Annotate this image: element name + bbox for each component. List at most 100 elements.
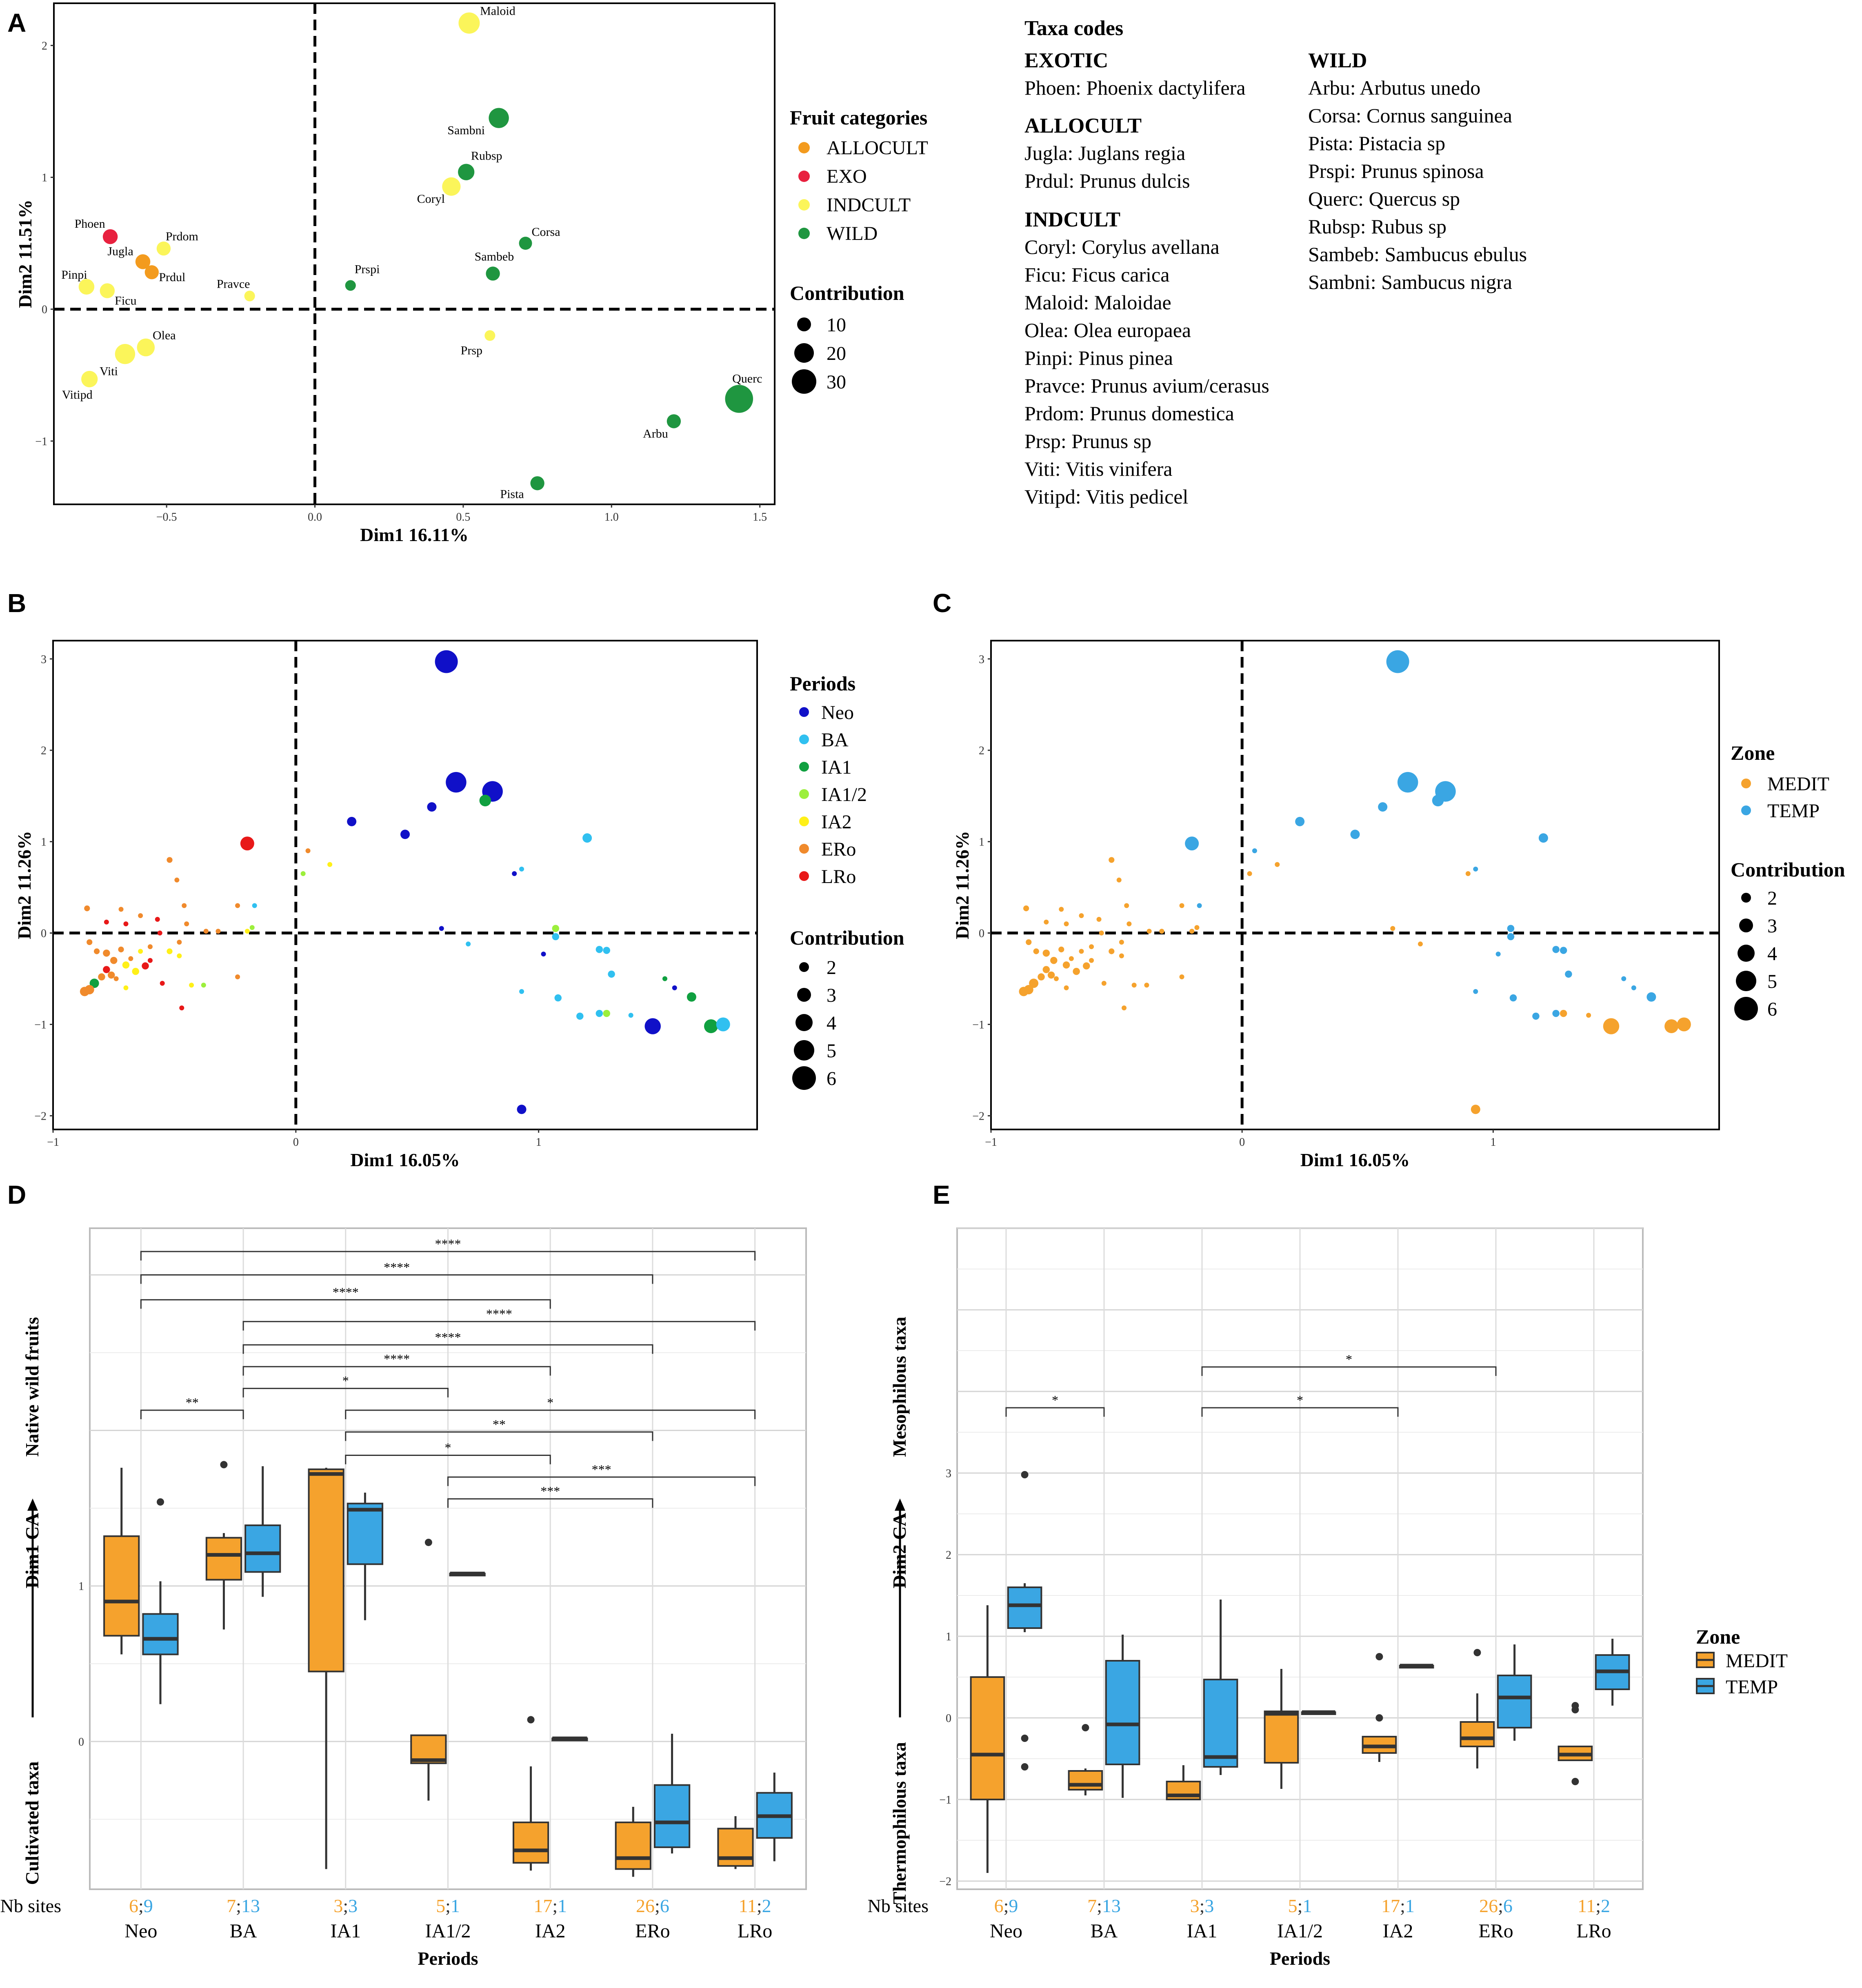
panel-e-box-temp [1007, 1586, 1042, 1629]
panel-c-point [1119, 939, 1124, 945]
taxa-wild-item: Querc: Quercus sp [1308, 187, 1460, 210]
label-querc: Querc [732, 372, 762, 385]
panel-c-x-tick-label: 1 [1490, 1136, 1496, 1149]
taxa-allocult-head: ALLOCULT [1024, 114, 1142, 138]
panel-d-nb-sites-label: Nb sites [0, 1895, 62, 1916]
panel-c-point [1042, 966, 1050, 973]
panel-a-x-tick-label: 0.5 [456, 511, 470, 524]
point-pravce [244, 291, 255, 302]
taxa-indcult-item: Maloid: Maloidae [1024, 291, 1171, 314]
panel-a-y-tick-label: 1 [42, 172, 47, 184]
legend-a-indcult-marker [798, 199, 810, 211]
taxa-wild-item: Rubsp: Rubus sp [1308, 215, 1446, 238]
legend-a-size-marker-10 [797, 317, 811, 331]
panel-e-y-tick-label: −2 [939, 1875, 951, 1888]
panel-b-point [87, 939, 93, 945]
point-pinpi [78, 279, 95, 295]
panel-c-legend: Zone MEDIT TEMP Contribution 2 3 4 5 6 [1731, 741, 1845, 1021]
panel-b-point [517, 1105, 527, 1114]
taxa-wild-head: WILD [1308, 49, 1367, 72]
panel-b-point [541, 952, 546, 957]
panel-b-point [327, 862, 333, 867]
panel-e-outlier [1021, 1763, 1029, 1771]
panel-b-point [201, 983, 206, 988]
panel-c-point [1096, 916, 1102, 922]
panel-e-y-tick-label: 1 [946, 1631, 951, 1643]
panel-b-point [582, 833, 592, 843]
panel-c-point [1122, 1005, 1127, 1011]
point-rubsp [458, 164, 475, 180]
panel-b-point [435, 650, 458, 673]
panel-d-sig-label: * [342, 1373, 349, 1388]
legend-b-lro: LRo [821, 866, 856, 888]
panel-e-sig-bracket [1005, 1407, 1105, 1417]
panel-e-site-count: 11;2 [1578, 1895, 1610, 1916]
panel-c-point [1677, 1017, 1691, 1032]
panel-e-category-label: Neo [990, 1920, 1022, 1942]
point-coryl [442, 177, 461, 196]
panel-d-category-label: BA [230, 1920, 257, 1942]
panel-d-box-medit [205, 1537, 242, 1581]
label-coryl: Coryl [417, 192, 445, 206]
panel-d-site-count: 5;1 [436, 1895, 460, 1916]
panel-c-point [1432, 794, 1444, 807]
panel-d-sig-label: * [547, 1395, 553, 1410]
panel-b-x-tick-label: 1 [536, 1136, 542, 1149]
panel-b-y-tick-label: 0 [41, 927, 47, 940]
panel-b-y-tick-label: 3 [41, 653, 47, 666]
legend-e-medit: MEDIT [1726, 1650, 1788, 1672]
point-maloid [458, 12, 480, 34]
legend-e-temp: TEMP [1726, 1676, 1778, 1698]
panel-d-sig-label: **** [486, 1307, 512, 1321]
panel-d-box-medit [103, 1535, 140, 1637]
panel-a-x-tick-label: −0.5 [156, 511, 177, 524]
panel-b-point [104, 919, 109, 925]
panel-b-point [128, 956, 133, 961]
panel-c-point [1621, 976, 1626, 981]
panel-d-y-tick-label: 0 [78, 1736, 84, 1748]
legend-b-size-marker-6 [792, 1066, 816, 1090]
panel-d-box-temp [347, 1502, 384, 1565]
plot-layer: −0.5 0.0 0.5 1.0 1.5 −1 0 1 2 Dim1 16.11% Dim2 11.… [0, 2, 1720, 1969]
panel-c-point [1552, 1010, 1560, 1017]
legend-a-wild: WILD [827, 223, 878, 244]
label-prdom: Prdom [166, 230, 198, 243]
panel-b-point [240, 836, 254, 851]
panel-b-point [479, 794, 491, 807]
panel-e-site-count: 5;1 [1288, 1895, 1312, 1916]
panel-c-point [1552, 946, 1560, 953]
panel-c-point [1026, 939, 1032, 945]
panel-c-y-tick-label: 3 [979, 653, 984, 666]
panel-c-point [1116, 877, 1122, 883]
panel-c-point [1159, 929, 1164, 934]
panel-e-y-tick-label: −1 [939, 1794, 951, 1806]
panel-b-point [84, 905, 90, 912]
legend-b-ia2: IA2 [821, 811, 852, 833]
panel-c-point [1038, 973, 1045, 981]
panel-e-outlier [1473, 1649, 1481, 1656]
panel-c-y-tick-label: 0 [979, 927, 984, 940]
panel-a-x-tick-label: 0.0 [308, 511, 322, 524]
panel-c-point [1465, 871, 1471, 876]
panel-c-point [1532, 1012, 1540, 1020]
panel-e-box-medit [1460, 1721, 1495, 1747]
panel-c-x-axis-label: Dim1 16.05% [1300, 1149, 1410, 1170]
panel-c-point [1586, 1013, 1591, 1018]
panel-d-sig-label: *** [540, 1484, 560, 1498]
panel-c-point [1603, 1018, 1620, 1034]
panel-c-point [1053, 976, 1059, 981]
panel-a-x-axis-label: Dim1 16.11% [360, 524, 469, 545]
panel-e-x-axis-label: Periods [1270, 1948, 1330, 1969]
panel-e-box-temp [1497, 1675, 1532, 1728]
panel-d-sig-bracket [447, 1498, 653, 1508]
legend-b-ba: BA [821, 729, 849, 751]
panel-d-sig-bracket [447, 1476, 756, 1486]
panel-e-category-label: IA2 [1383, 1920, 1413, 1942]
taxa-exotic-item: Phoen: Phoenix dactylifera [1024, 76, 1246, 99]
panel-c-point [1386, 650, 1409, 673]
panel-c-point [1073, 967, 1080, 975]
label-prspi: Prspi [355, 263, 380, 276]
panel-b-point [300, 871, 306, 876]
panel-a-x-tick-label: 1.5 [753, 511, 767, 524]
